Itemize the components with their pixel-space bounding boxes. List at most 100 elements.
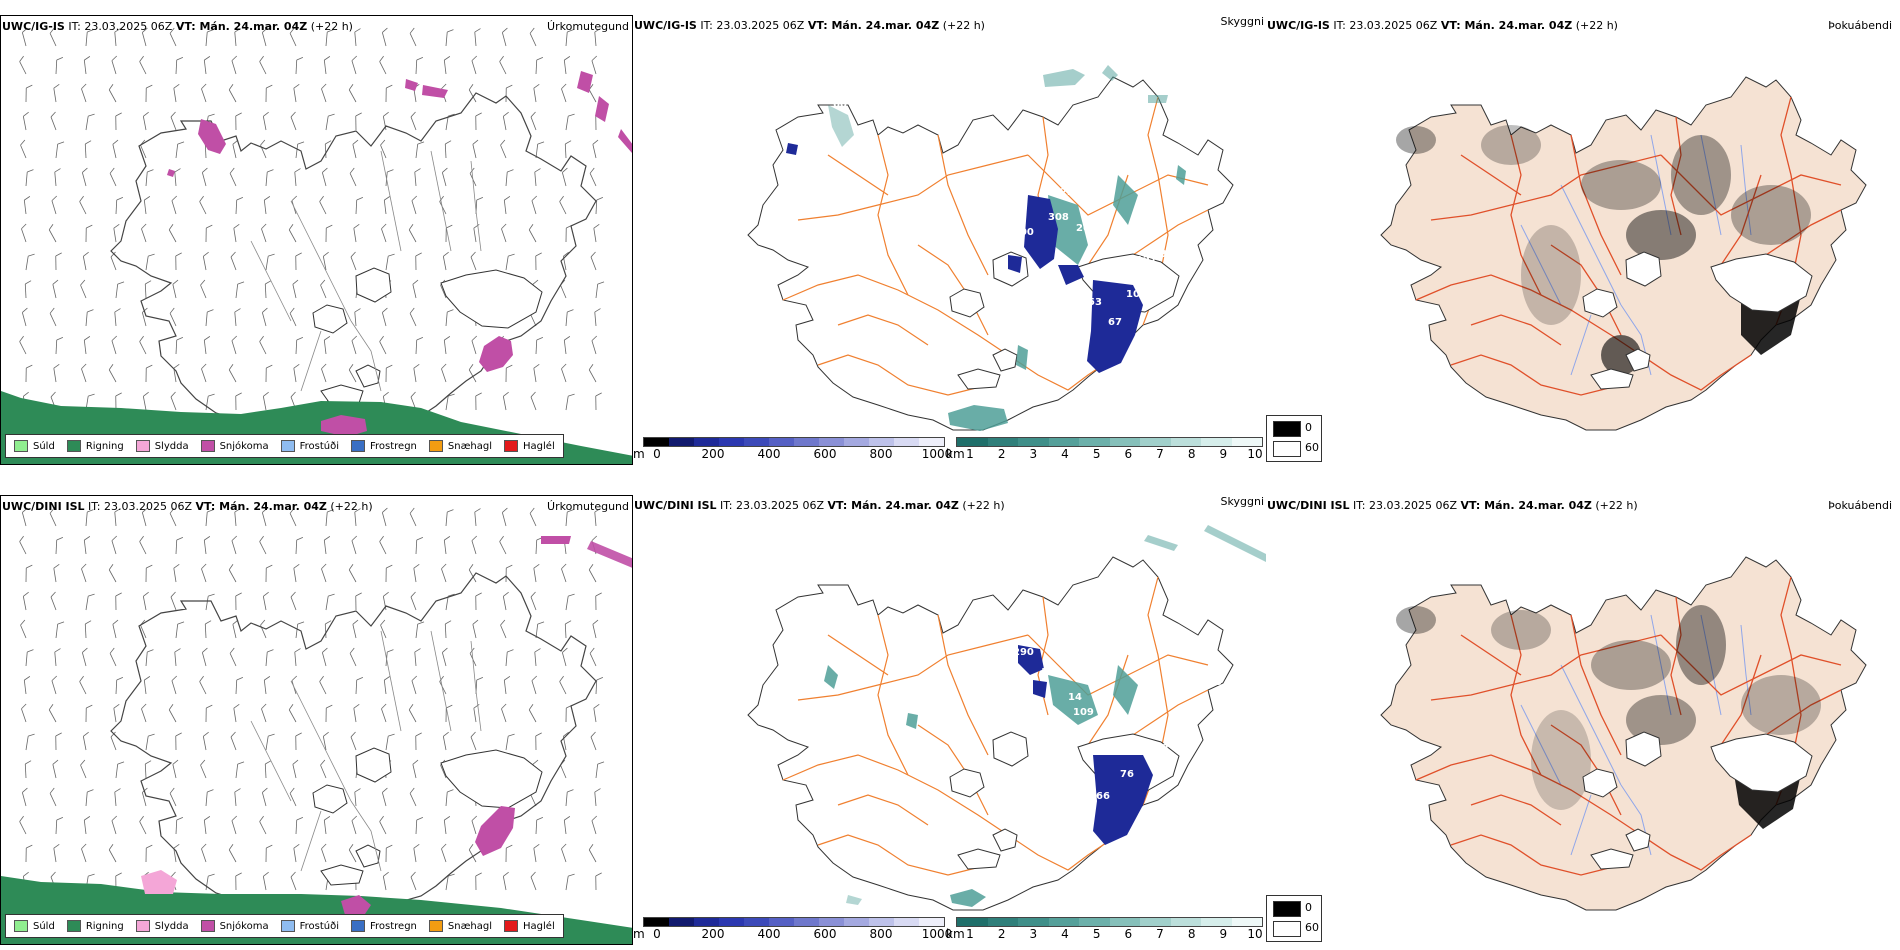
wind-barb [231,55,238,75]
colorbar-cell [844,438,869,446]
colorbar-cell [744,438,769,446]
precip-type-title: Úrkomutegund [547,500,629,513]
glacier-outline [355,267,392,303]
wind-barb [175,816,184,835]
wind-barb [171,195,178,215]
wind-barb [228,563,237,583]
wind-barb [410,591,417,611]
wind-barb [264,760,272,779]
wind-barb [439,675,447,695]
wind-barb [292,279,299,299]
wind-barb [475,676,484,695]
legend-label: Haglél [523,440,555,452]
wind-barb [354,308,361,327]
wind-barb [288,703,297,723]
wind-barb [141,703,147,723]
road-line [1550,724,1622,816]
wind-barb [21,703,27,723]
wind-barb [174,168,181,187]
wind-barb [20,619,27,639]
legend-label: Slydda [154,920,189,932]
fog-shading [1396,125,1811,375]
road-line [1640,834,1752,871]
legend-item: Rigning [66,440,124,452]
colorbar-cell [869,918,894,926]
wind-barb [112,619,119,639]
wind-barb [470,251,477,271]
river-line [380,630,402,732]
wind-barb [535,732,542,751]
glacier-outline [1625,348,1651,372]
wind-barb [415,56,424,75]
wind-barb [21,223,27,243]
wind-barb [21,27,28,47]
wind-barb [80,759,87,779]
wind-barb [349,647,357,667]
wind-barb [55,621,65,639]
wind-barb [235,112,242,131]
wind-barb [19,815,27,835]
colorbar-tick: 2 [997,927,1006,941]
wind-barb [228,363,237,383]
wind-barb [565,393,575,411]
wind-barb [475,196,484,215]
wind-barb [51,675,58,695]
wind-barb [111,335,118,355]
iceland-coastline [747,556,1234,911]
wind-barb [139,335,147,355]
visibility-panel-row2: UWC/DINI ISL IT: 23.03.2025 06Z VT: Mán.… [633,495,1266,945]
legend-label: Slydda [154,440,189,452]
wind-barb [83,56,91,75]
wind-barb [591,335,598,355]
wind-barb [565,309,574,327]
glacier-outline [992,731,1029,767]
wind-barb [203,336,211,355]
wind-barb [475,592,482,611]
wind-barb [289,787,297,807]
road-line [1460,154,1522,196]
visibility-colorbar: km 1 2 3 4 5 6 7 8 9 10 [946,435,1266,465]
cloud-base-label: 20 [1076,223,1090,234]
wind-barb [415,621,425,639]
wind-barb [170,111,177,131]
wind-barb [471,55,478,75]
wind-barb [505,733,515,751]
wind-barb [445,309,454,327]
wind-barb [108,83,117,103]
wind-barb [50,111,57,131]
wind-barb [441,363,447,383]
colorbar-cell [819,438,844,446]
glacier-outline [312,304,348,334]
wind-barb [203,56,211,75]
wind-barb [142,111,149,131]
legend-label: Frostúði [299,920,339,932]
wind-barb [441,647,448,667]
wind-barb [355,592,362,611]
wind-barb [594,308,601,327]
wind-barb [505,844,513,863]
wind-barb [201,563,207,583]
wind-barb [502,871,509,891]
wind-barb [501,27,508,47]
colorbar-cell [794,438,819,446]
legend-label: Snjókoma [219,920,269,932]
colorbar-cell [1048,918,1079,926]
cloud-base-label: 61 [1168,642,1182,653]
wind-barb [475,112,482,131]
wind-barb [325,704,333,723]
colorbar-cell [1079,438,1110,446]
colorbar-cell [694,438,719,446]
wind-barb [413,843,420,863]
wind-barb [530,591,537,611]
wind-barb [230,251,237,271]
wind-barb [19,335,27,355]
wind-barb [321,363,327,383]
wind-barb [415,732,422,751]
legend-item: Haglél [504,920,555,932]
colorbar-tick: 2 [997,447,1006,461]
wind-barb [445,29,454,47]
cloud-base-label: 14 [1068,692,1082,703]
wind-barb [81,83,87,103]
wind-barb [175,732,182,751]
colorbar-cell [719,918,744,926]
